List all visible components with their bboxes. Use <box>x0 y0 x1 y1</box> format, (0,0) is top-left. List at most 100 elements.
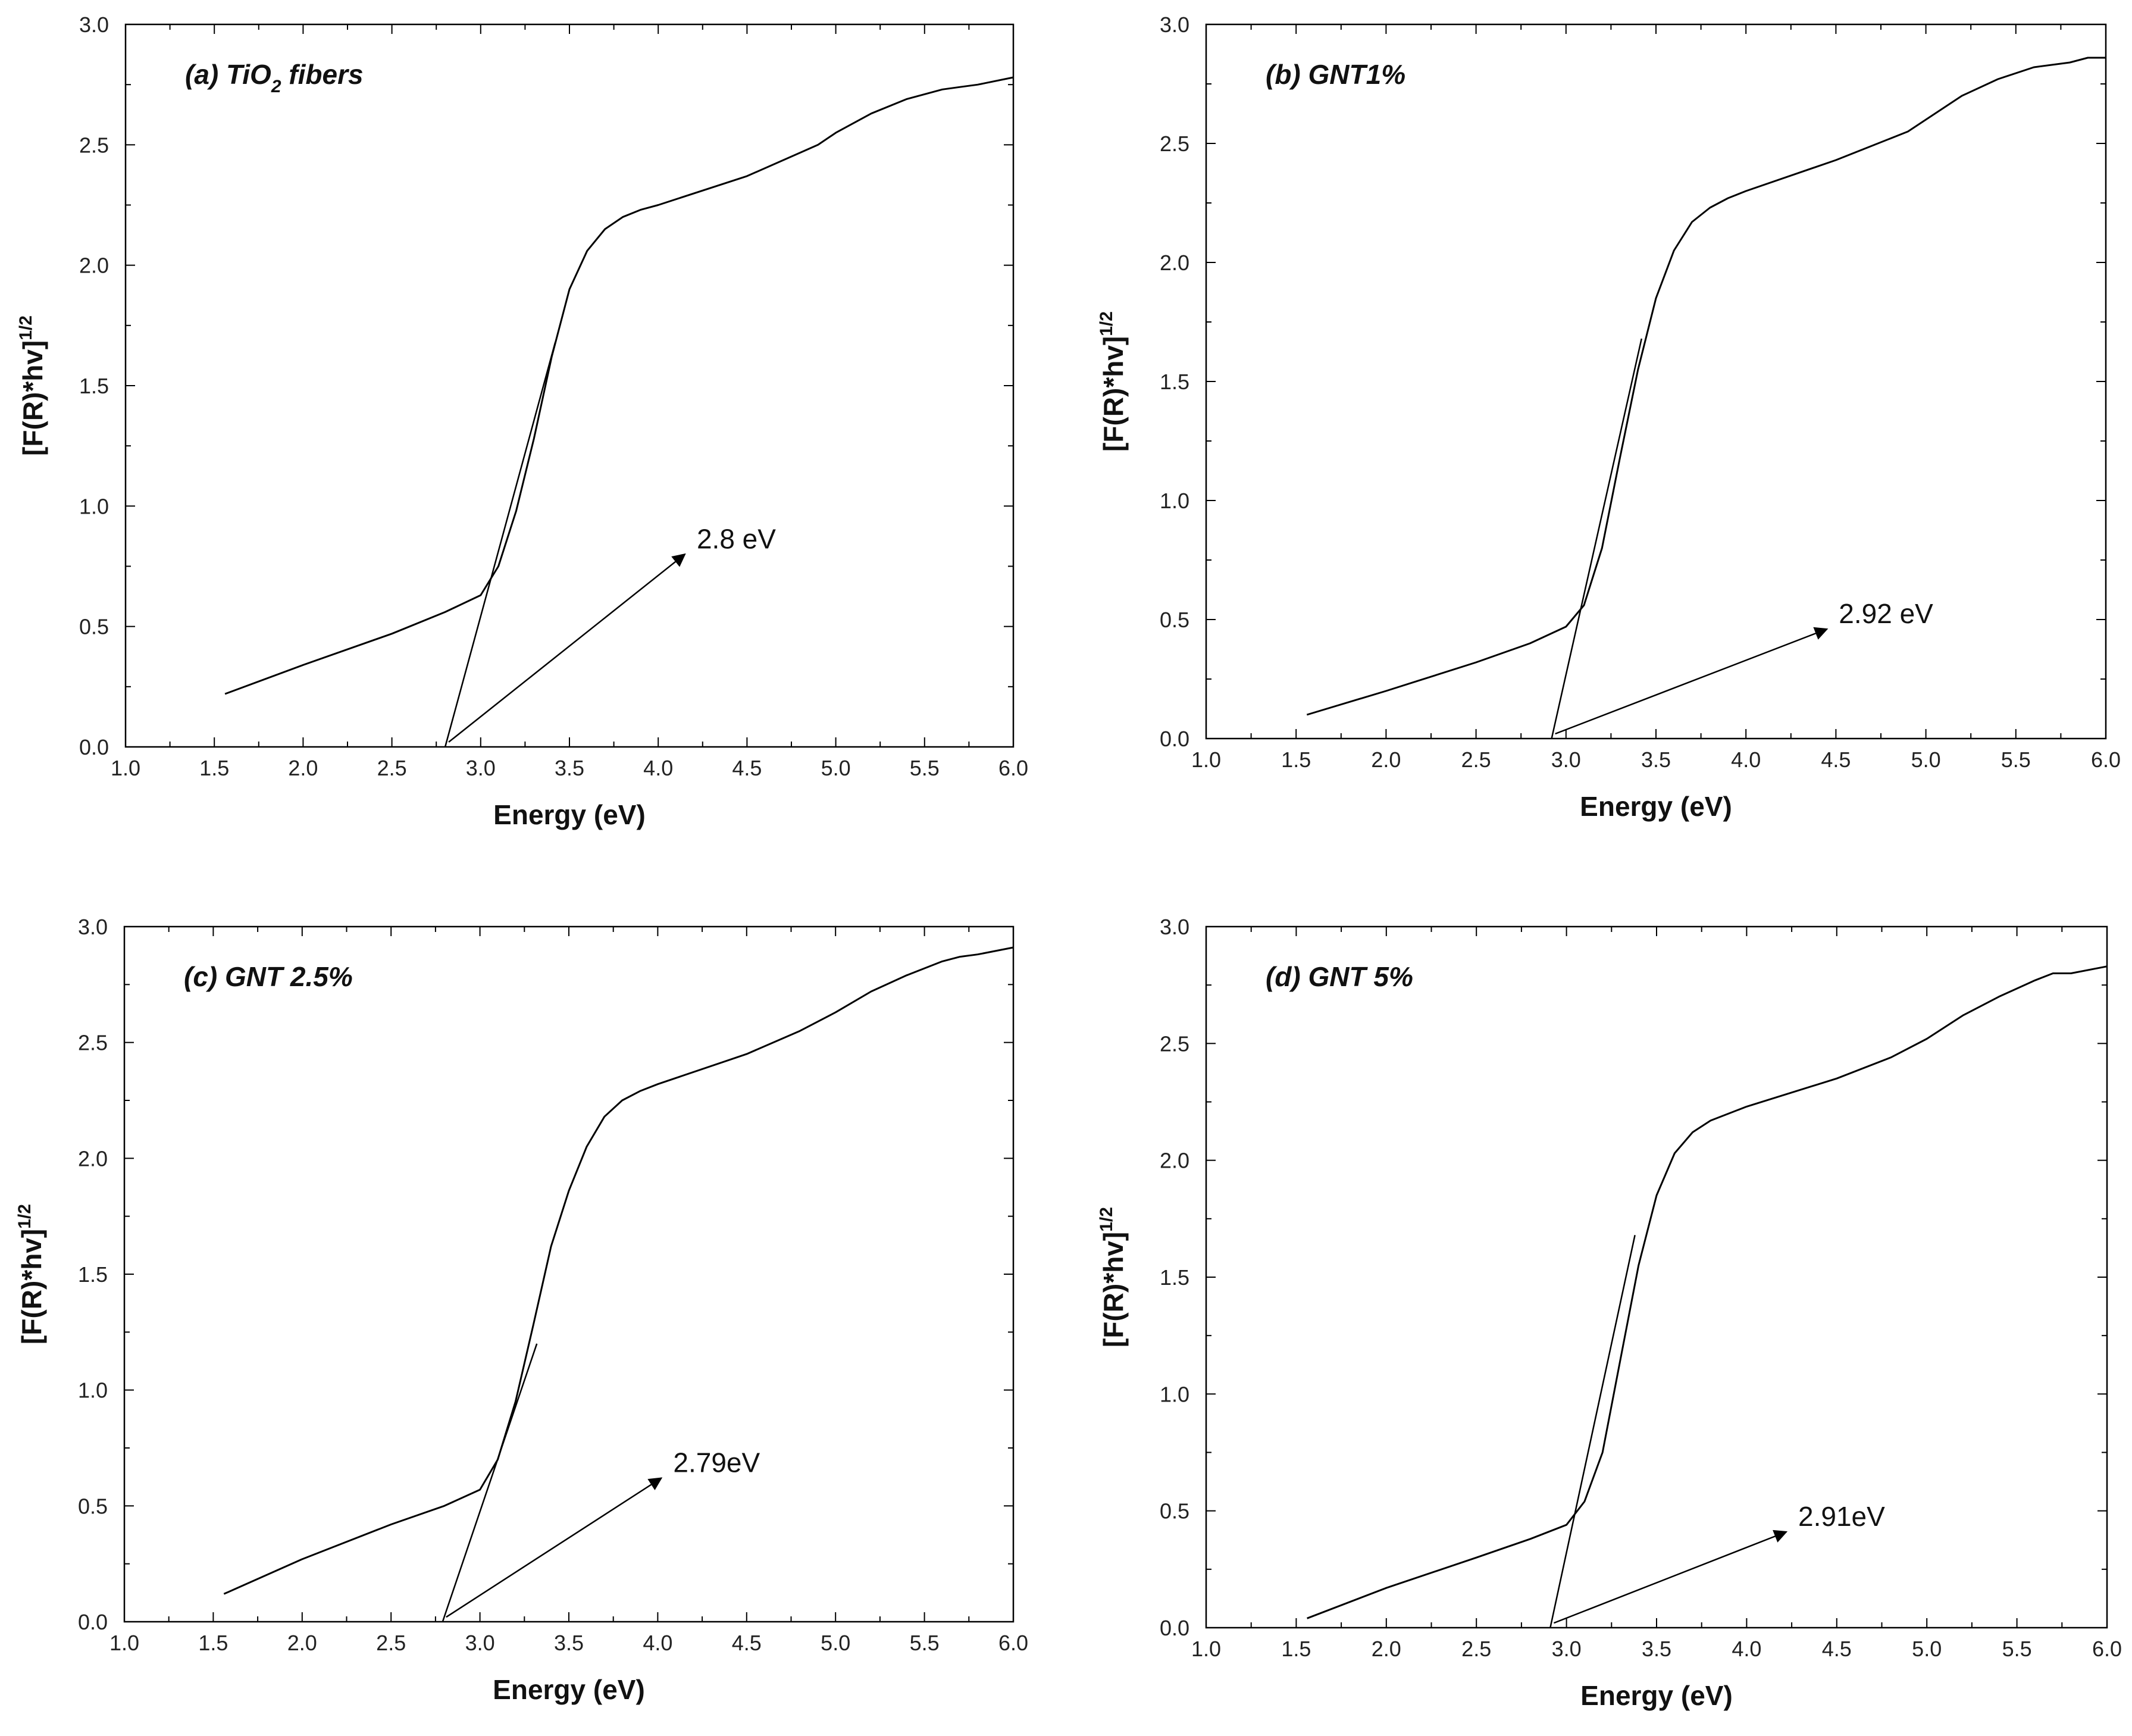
y-tick-label: 0.5 <box>1160 608 1189 632</box>
x-tick-label: 5.0 <box>821 756 851 780</box>
y-axis-title-superscript: 1/2 <box>1097 1207 1116 1232</box>
x-tick-label: 2.0 <box>1372 1637 1401 1661</box>
y-axis-title-superscript: 1/2 <box>16 315 36 340</box>
annotation-arrow <box>446 1477 663 1618</box>
x-tick-label: 5.5 <box>910 1631 940 1655</box>
y-axis-title-superscript: 1/2 <box>1097 311 1116 336</box>
x-tick-label: 3.0 <box>465 1631 495 1655</box>
x-tick-label: 1.0 <box>109 1631 139 1655</box>
y-tick-label: 1.5 <box>1160 370 1189 394</box>
panel-a: 1.0 1.5 2.0 2.5 3.0 3.5 4.0 4.5 5.0 5.5 6.0 0.0 0.5 1… <box>16 12 1028 830</box>
x-tick-label: 4.5 <box>1821 747 1851 772</box>
y-tick-label: 0.0 <box>1160 1616 1189 1640</box>
panel-label: (b) GNT1% <box>1266 59 1405 90</box>
x-tick-label: 1.0 <box>1191 1637 1221 1661</box>
panel-label-suffix: fibers <box>281 59 364 90</box>
y-tick-label: 3.0 <box>78 915 108 939</box>
y-tick-label: 0.0 <box>79 735 109 759</box>
plot-frame-a <box>124 23 1015 748</box>
panel-label: (c) GNT 2.5% <box>184 961 353 992</box>
x-tick-label: 5.5 <box>2002 1637 2032 1661</box>
y-tick-label: 0.0 <box>1160 727 1189 751</box>
x-tick-label: 4.0 <box>643 756 673 780</box>
data-curve <box>1306 57 2106 716</box>
x-tick-label: 3.5 <box>1641 747 1671 772</box>
x-tick-label: 3.0 <box>466 756 496 780</box>
y-tick-label: 0.5 <box>78 1494 108 1518</box>
y-tick-label: 1.5 <box>1160 1265 1189 1290</box>
x-tick-label: 5.0 <box>821 1631 850 1655</box>
annotation-arrow <box>448 553 686 743</box>
annotation-arrow <box>1555 627 1829 735</box>
x-tick-label: 1.0 <box>111 756 140 780</box>
y-tick-label: 2.0 <box>1160 1149 1189 1173</box>
y-tick-label: 2.5 <box>79 133 109 157</box>
x-tick-label: 2.5 <box>1461 1637 1491 1661</box>
x-tick-label: 3.0 <box>1552 1637 1582 1661</box>
data-curve <box>223 946 1014 1595</box>
panel-label: (a) TiO2 fibers <box>185 59 364 96</box>
x-tick-label: 1.0 <box>1191 747 1221 772</box>
x-tick-label: 1.5 <box>198 1631 228 1655</box>
x-axis-title: Energy (eV) <box>493 1674 645 1705</box>
y-tick-label: 2.5 <box>1160 1031 1189 1056</box>
y-tick-label: 1.0 <box>78 1378 108 1403</box>
x-axis-title: Energy (eV) <box>1580 791 1732 822</box>
x-axis-title: Energy (eV) <box>493 799 646 830</box>
y-tick-label: 2.5 <box>78 1031 108 1055</box>
tangent-line <box>442 1343 538 1622</box>
y-tick-label: 0.5 <box>1160 1499 1189 1524</box>
x-tick-label: 3.0 <box>1551 747 1581 772</box>
y-tick-label: 0.5 <box>79 615 109 639</box>
y-tick-label: 2.0 <box>1160 251 1189 275</box>
x-tick-label: 4.0 <box>643 1631 672 1655</box>
plot-frame-d <box>1205 925 2108 1629</box>
x-tick-label: 5.0 <box>1912 1637 1942 1661</box>
y-tick-label: 1.5 <box>79 374 109 398</box>
panel-label-subscript: 2 <box>271 77 281 96</box>
plot-frame-b <box>1205 23 2107 740</box>
x-tick-label: 4.5 <box>732 756 762 780</box>
x-tick-label: 5.5 <box>2001 747 2031 772</box>
x-tick-label: 2.0 <box>287 1631 317 1655</box>
annotation-label: 2.8 eV <box>697 523 776 554</box>
x-axis-title: Energy (eV) <box>1580 1680 1733 1711</box>
tangent-line <box>1551 338 1643 739</box>
y-axis-title: [F(R)*hv]1/2 <box>1097 1207 1129 1347</box>
x-tick-label: 1.5 <box>1281 747 1311 772</box>
x-tick-label: 1.5 <box>1281 1637 1311 1661</box>
x-tick-label: 6.0 <box>998 756 1028 780</box>
y-tick-label: 3.0 <box>1160 915 1189 939</box>
y-tick-label: 1.0 <box>79 494 109 518</box>
y-tick-label: 3.0 <box>1160 12 1189 37</box>
x-tick-label: 5.0 <box>1911 747 1941 772</box>
y-axis-title-superscript: 1/2 <box>15 1204 35 1229</box>
x-tick-label: 3.5 <box>555 756 584 780</box>
x-tick-label: 2.5 <box>377 756 407 780</box>
annotation-label: 2.79eV <box>673 1447 760 1478</box>
x-tick-label: 6.0 <box>998 1631 1028 1655</box>
annotation-label: 2.91eV <box>1798 1501 1885 1532</box>
y-tick-label: 1.0 <box>1160 489 1189 513</box>
panel-c: 1.0 1.5 2.0 2.5 3.0 3.5 4.0 4.5 5.0 5.5 6.0 0.0 0.5 1… <box>15 915 1028 1705</box>
y-tick-label: 1.5 <box>78 1262 108 1287</box>
x-tick-label: 6.0 <box>2091 747 2121 772</box>
data-curve <box>224 76 1014 695</box>
y-tick-label: 2.5 <box>1160 132 1189 156</box>
x-tick-label: 3.5 <box>554 1631 584 1655</box>
x-tick-label: 4.0 <box>1731 747 1761 772</box>
y-tick-label: 1.0 <box>1160 1382 1189 1406</box>
x-tick-label: 4.0 <box>1732 1637 1761 1661</box>
y-axis-title: [F(R)*hv]1/2 <box>15 1204 47 1344</box>
panel-b: 1.0 1.5 2.0 2.5 3.0 3.5 4.0 4.5 5.0 5.5 6.0 0.0 0.5 1… <box>1097 12 2121 822</box>
panel-d: 1.0 1.5 2.0 2.5 3.0 3.5 4.0 4.5 5.0 5.5 6.0 0.0 0.5 1… <box>1097 915 2122 1711</box>
x-tick-label: 4.5 <box>1822 1637 1852 1661</box>
y-tick-label: 2.0 <box>78 1146 108 1171</box>
panel-label: (d) GNT 5% <box>1266 961 1413 992</box>
x-tick-label: 4.5 <box>732 1631 762 1655</box>
plot-frame-c <box>123 925 1015 1623</box>
x-tick-label: 2.0 <box>1371 747 1401 772</box>
annotation-arrow <box>1553 1529 1788 1624</box>
